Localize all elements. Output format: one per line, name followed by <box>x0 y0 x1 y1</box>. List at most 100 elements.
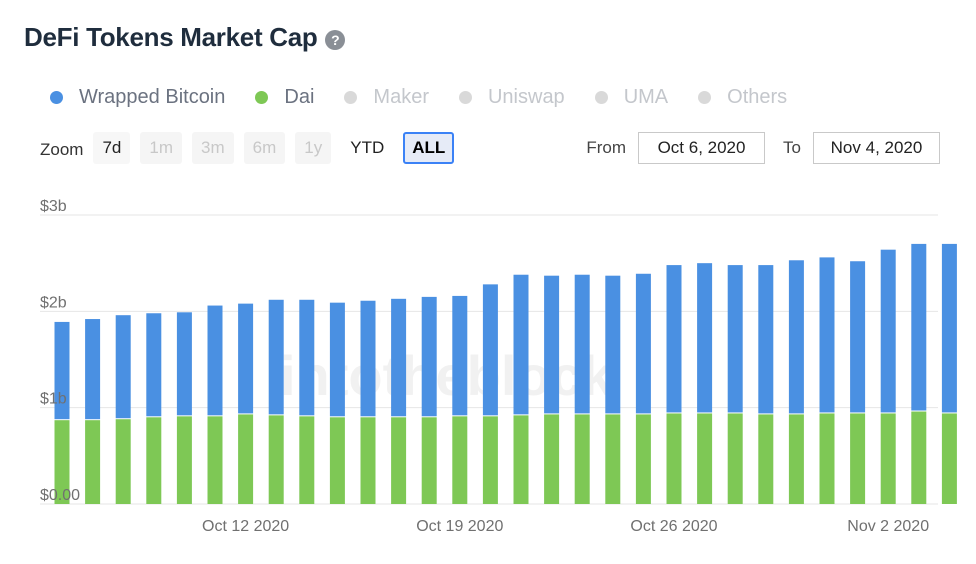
bar-dai[interactable] <box>941 413 957 504</box>
bar-wrapped-bitcoin[interactable] <box>880 249 896 413</box>
bar-dai[interactable] <box>238 414 254 504</box>
legend-label: Wrapped Bitcoin <box>79 86 226 108</box>
chart-legend: Wrapped Bitcoin Dai Maker Uniswap UMA Others <box>50 86 817 109</box>
bars <box>54 243 957 504</box>
bar-dai[interactable] <box>727 413 743 504</box>
bar-dai[interactable] <box>207 416 223 504</box>
bar-wrapped-bitcoin[interactable] <box>421 296 437 417</box>
bar-dai[interactable] <box>635 414 651 504</box>
bar-wrapped-bitcoin[interactable] <box>299 299 315 416</box>
legend-item-uma[interactable]: UMA <box>594 86 669 109</box>
axes: $0.00 $1b $2b $3b Oct 12 2020 Oct 19 2020 Oct … <box>40 198 929 535</box>
legend-dot-icon <box>344 91 358 104</box>
legend-item-maker[interactable]: Maker <box>344 86 429 109</box>
from-date-input[interactable]: Oct 6, 2020 <box>638 132 766 164</box>
bar-dai[interactable] <box>880 413 896 504</box>
zoom-label: Zoom <box>40 140 84 159</box>
zoom-button-6m[interactable]: 6m <box>243 132 286 164</box>
bar-dai[interactable] <box>54 420 70 504</box>
help-icon[interactable]: ? <box>325 29 346 50</box>
legend-label: Dai <box>284 86 315 108</box>
bar-dai[interactable] <box>544 414 560 504</box>
zoom-button-1y[interactable]: 1y <box>295 132 332 164</box>
bar-dai[interactable] <box>85 420 101 504</box>
x-tick-label: Oct 26 2020 <box>630 518 717 535</box>
bar-wrapped-bitcoin[interactable] <box>176 312 192 416</box>
bar-dai[interactable] <box>421 417 437 504</box>
bar-dai[interactable] <box>115 419 131 504</box>
from-label: From <box>586 138 627 157</box>
chart-title: DeFi Tokens Market Cap <box>24 22 318 52</box>
bar-dai[interactable] <box>268 415 284 504</box>
bar-wrapped-bitcoin[interactable] <box>482 284 498 416</box>
bar-wrapped-bitcoin[interactable] <box>605 275 621 414</box>
bar-wrapped-bitcoin[interactable] <box>788 260 804 414</box>
legend-item-others[interactable]: Others <box>698 86 787 109</box>
zoom-button-all[interactable]: ALL <box>403 132 455 164</box>
bar-wrapped-bitcoin[interactable] <box>115 315 131 419</box>
to-label: To <box>783 138 801 157</box>
bar-wrapped-bitcoin[interactable] <box>391 298 407 417</box>
to-date-input[interactable]: Nov 4, 2020 <box>813 132 940 164</box>
bar-dai[interactable] <box>391 417 407 504</box>
bar-dai[interactable] <box>482 416 498 504</box>
bar-wrapped-bitcoin[interactable] <box>727 265 743 413</box>
bar-dai[interactable] <box>574 414 590 504</box>
bar-dai[interactable] <box>176 416 192 504</box>
bar-wrapped-bitcoin[interactable] <box>635 273 651 414</box>
zoom-button-1m[interactable]: 1m <box>140 132 183 164</box>
date-range-selector: From Oct 6, 2020 To Nov 4, 2020 <box>586 132 940 164</box>
legend-label: Uniswap <box>487 86 565 108</box>
x-tick-label: Oct 12 2020 <box>202 518 289 535</box>
zoom-button-7d[interactable]: 7d <box>93 132 131 164</box>
bar-dai[interactable] <box>788 414 804 504</box>
legend-item-dai[interactable]: Dai <box>255 86 314 109</box>
bar-wrapped-bitcoin[interactable] <box>452 295 468 416</box>
legend-label: UMA <box>623 86 669 108</box>
zoom-button-3m[interactable]: 3m <box>192 132 234 164</box>
legend-label: Others <box>727 86 788 108</box>
bar-dai[interactable] <box>697 413 713 504</box>
bar-dai[interactable] <box>146 417 162 504</box>
bar-dai[interactable] <box>605 414 621 504</box>
bar-wrapped-bitcoin[interactable] <box>207 305 223 416</box>
bar-wrapped-bitcoin[interactable] <box>941 243 957 413</box>
bar-wrapped-bitcoin[interactable] <box>85 319 101 420</box>
x-tick-label: Nov 2 2020 <box>847 518 929 535</box>
y-tick-label: $1b <box>40 391 67 408</box>
bar-wrapped-bitcoin[interactable] <box>758 265 774 414</box>
bar-dai[interactable] <box>850 413 866 504</box>
bar-dai[interactable] <box>329 417 345 504</box>
bar-dai[interactable] <box>360 417 376 504</box>
legend-dot-icon <box>458 91 472 104</box>
y-tick-label: $3b <box>40 198 67 215</box>
bar-dai[interactable] <box>758 414 774 504</box>
bar-wrapped-bitcoin[interactable] <box>819 257 835 413</box>
bar-dai[interactable] <box>513 415 529 504</box>
bar-dai[interactable] <box>666 413 682 504</box>
bar-wrapped-bitcoin[interactable] <box>146 313 162 417</box>
bar-wrapped-bitcoin[interactable] <box>54 321 70 420</box>
bar-dai[interactable] <box>911 411 927 504</box>
bar-wrapped-bitcoin[interactable] <box>360 300 376 417</box>
bar-wrapped-bitcoin[interactable] <box>329 302 345 417</box>
legend-label: Maker <box>373 86 429 108</box>
bar-dai[interactable] <box>299 416 315 504</box>
bar-dai[interactable] <box>819 413 835 504</box>
chart-header: DeFi Tokens Market Cap ? <box>24 22 346 53</box>
bar-wrapped-bitcoin[interactable] <box>513 274 529 415</box>
bar-wrapped-bitcoin[interactable] <box>666 265 682 413</box>
bar-wrapped-bitcoin[interactable] <box>850 261 866 413</box>
zoom-button-ytd[interactable]: YTD <box>350 138 385 157</box>
bar-wrapped-bitcoin[interactable] <box>574 274 590 414</box>
bar-wrapped-bitcoin[interactable] <box>544 275 560 414</box>
bar-dai[interactable] <box>452 416 468 504</box>
bar-wrapped-bitcoin[interactable] <box>268 299 284 415</box>
bar-wrapped-bitcoin[interactable] <box>238 303 254 414</box>
bar-wrapped-bitcoin[interactable] <box>697 263 713 413</box>
bar-wrapped-bitcoin[interactable] <box>911 243 927 411</box>
legend-item-uniswap[interactable]: Uniswap <box>458 86 565 109</box>
legend-dot-icon <box>594 91 608 104</box>
legend-item-wrapped-bitcoin[interactable]: Wrapped Bitcoin <box>50 86 225 109</box>
